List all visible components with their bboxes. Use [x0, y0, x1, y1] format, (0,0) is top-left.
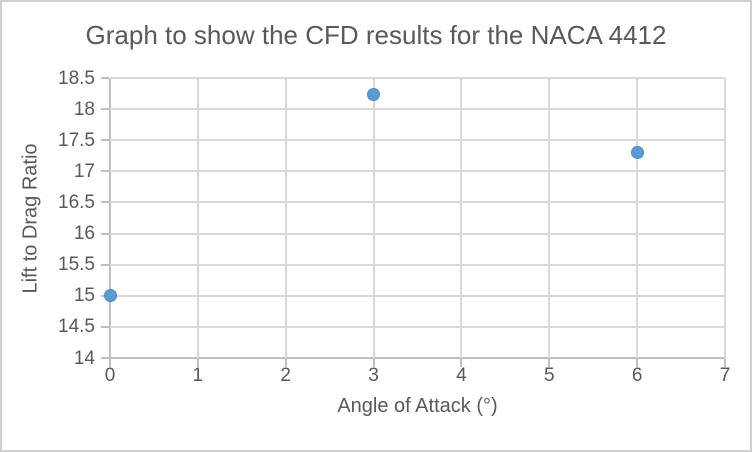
x-tick-label: 6	[631, 365, 643, 386]
x-tick-label: 0	[104, 365, 116, 386]
y-tick-label: 14	[73, 347, 95, 369]
x-tick-mark	[372, 359, 375, 367]
gridline-h	[110, 263, 725, 266]
data-point[interactable]	[367, 87, 381, 101]
x-tick-label: 5	[543, 365, 555, 386]
y-tick-mark	[101, 139, 109, 142]
gridline-h	[110, 294, 725, 297]
gridline-v	[196, 78, 199, 358]
y-axis-title-box: Lift to Drag Ratio	[10, 78, 52, 358]
y-tick-label: 15.5	[58, 254, 95, 276]
y-axis-line	[109, 78, 111, 361]
gridline-h	[110, 170, 725, 173]
x-tick-mark	[724, 359, 726, 367]
gridline-h	[110, 325, 725, 328]
x-tick-mark	[196, 359, 199, 367]
y-tick-label: 17	[73, 160, 95, 182]
plot-area: 14 14.5 15 15.5 16 16.5 17 17.5 18 18.5 0 1 2 3 4 5 6 7	[58, 69, 730, 386]
y-tick-label: 16.5	[58, 191, 95, 213]
x-tick-label: 4	[456, 365, 467, 386]
gridline-h	[110, 139, 725, 142]
y-tick-label: 15	[73, 285, 95, 307]
y-tick-label: 14.5	[58, 316, 95, 338]
y-tick-label: 18	[73, 98, 95, 120]
x-axis-line	[110, 357, 725, 359]
y-tick-mark	[101, 232, 109, 235]
x-tick-mark	[460, 359, 463, 367]
chart-title: Graph to show the CFD results for the NA…	[85, 20, 667, 50]
x-tick-label: 3	[368, 365, 379, 386]
x-tick-mark	[636, 359, 639, 367]
gridline-v	[724, 78, 726, 358]
y-tick-label: 17.5	[58, 129, 95, 151]
x-tick-label: 7	[719, 365, 731, 386]
y-tick-mark	[101, 263, 109, 266]
y-tick-mark	[101, 325, 109, 328]
y-tick-mark	[101, 357, 109, 359]
data-point[interactable]	[630, 145, 644, 159]
gridline-v	[372, 78, 375, 358]
x-tick-label: 1	[192, 365, 204, 386]
x-axis-title: Angle of Attack (°)	[337, 395, 498, 417]
gridline-h	[110, 201, 725, 204]
y-tick-mark	[101, 170, 109, 173]
gridline-h	[110, 108, 725, 111]
gridline-v	[636, 78, 639, 358]
gridline-h	[110, 232, 725, 235]
gridline-v	[548, 78, 551, 358]
x-tick-mark	[284, 359, 287, 367]
gridline-h	[110, 77, 725, 79]
x-tick-mark	[548, 359, 551, 367]
gridline-v	[460, 78, 463, 358]
x-tick-label: 2	[280, 365, 291, 386]
y-tick-mark	[101, 201, 109, 204]
data-point[interactable]	[103, 289, 117, 303]
y-tick-label: 16	[73, 223, 95, 245]
y-tick-mark	[101, 108, 109, 111]
y-tick-mark	[101, 77, 109, 79]
y-tick-label: 18.5	[58, 67, 95, 89]
x-tick-mark	[109, 359, 111, 367]
gridline-v	[284, 78, 287, 358]
